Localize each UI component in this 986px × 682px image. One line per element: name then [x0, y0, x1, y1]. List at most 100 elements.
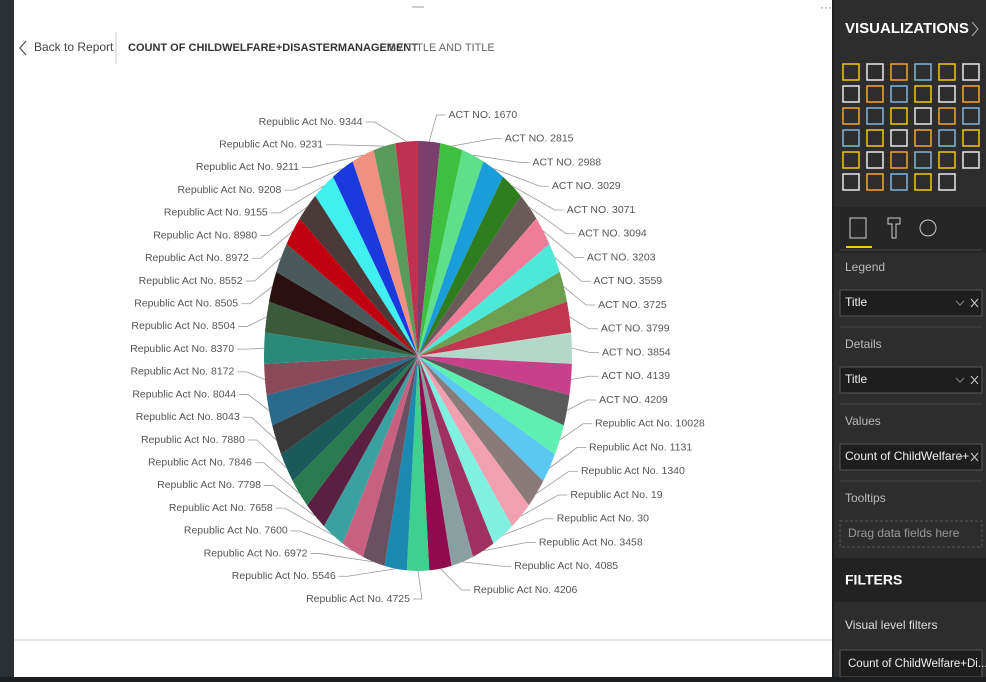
- viz-icon[interactable]: [890, 63, 908, 81]
- viz-icon[interactable]: [914, 85, 932, 103]
- format-tab[interactable]: [887, 217, 901, 239]
- slice: [281, 356, 418, 482]
- viz-icon[interactable]: [866, 173, 884, 191]
- slice: [418, 356, 544, 506]
- slice-label: ACT NO. 2988: [532, 156, 601, 168]
- viz-icon[interactable]: [866, 107, 884, 125]
- viz-icon[interactable]: [914, 107, 932, 125]
- leader-line: [242, 416, 277, 441]
- leader-line: [239, 394, 270, 411]
- viz-icon[interactable]: [890, 173, 908, 191]
- well-label: Details: [845, 337, 882, 351]
- viz-icon[interactable]: [842, 63, 860, 81]
- leader-line: [536, 470, 578, 494]
- slice-label: Republic Act No. 7798: [157, 479, 261, 491]
- slice-label: ACT NO. 3071: [567, 204, 636, 216]
- leader-line: [245, 257, 282, 282]
- slice: [418, 356, 452, 571]
- filters-header: [834, 558, 986, 602]
- viz-icon[interactable]: [938, 151, 956, 169]
- well-remove[interactable]: [970, 298, 979, 308]
- leader-line: [528, 206, 576, 235]
- viz-icon[interactable]: [938, 63, 956, 81]
- slice: [292, 356, 418, 506]
- viz-icon[interactable]: [890, 129, 908, 147]
- viz-icon[interactable]: [866, 63, 884, 81]
- slice-label: ACT NO. 3203: [587, 251, 656, 263]
- leader-line: [462, 561, 512, 567]
- slice: [333, 161, 418, 356]
- slice: [299, 195, 418, 356]
- viz-icon[interactable]: [842, 107, 860, 125]
- viz-icon[interactable]: [938, 173, 956, 191]
- leader-line: [241, 286, 273, 305]
- viz-icon[interactable]: [914, 129, 932, 147]
- back-icon[interactable]: [19, 40, 27, 56]
- viz-icon[interactable]: [962, 129, 980, 147]
- panel-title: VISUALIZATIONS: [845, 20, 969, 37]
- collapse[interactable]: [971, 21, 979, 37]
- viz-icon[interactable]: [890, 107, 908, 125]
- leader-line: [569, 316, 598, 330]
- viz-icon[interactable]: [866, 85, 884, 103]
- slice: [264, 332, 418, 364]
- slice-label: Republic Act No. 8505: [134, 297, 238, 309]
- slice: [418, 356, 529, 527]
- well-remove[interactable]: [970, 452, 979, 462]
- visual-title: COUNT OF CHILDWELFARE+DISASTERMANAGEMENT: [128, 42, 418, 54]
- viz-icon[interactable]: [962, 107, 980, 125]
- slice-label: Republic Act No. 7600: [184, 525, 288, 537]
- slice: [307, 356, 418, 527]
- slice: [264, 356, 418, 396]
- viz-icon[interactable]: [962, 85, 980, 103]
- leader-line: [251, 230, 294, 259]
- viz-icon[interactable]: [842, 151, 860, 169]
- viz-icon[interactable]: [866, 129, 884, 147]
- slice: [418, 356, 494, 557]
- leader-line: [559, 423, 593, 441]
- slice-label: Republic Act No. 8552: [139, 275, 243, 287]
- viz-icon[interactable]: [914, 151, 932, 169]
- well-field-text: Count of ChildWelfare+: [845, 449, 969, 463]
- leader-line: [270, 185, 325, 214]
- viz-icon[interactable]: [890, 151, 908, 169]
- well-remove[interactable]: [970, 375, 979, 385]
- viz-icon[interactable]: [842, 173, 860, 191]
- viz-icon[interactable]: [938, 85, 956, 103]
- slice: [418, 195, 537, 356]
- leader-line: [237, 347, 265, 350]
- back-link[interactable]: Back to Report: [34, 40, 114, 54]
- analytics-tab[interactable]: [919, 219, 937, 237]
- leader-line: [238, 316, 267, 327]
- slice-label: Republic Act No. 8172: [130, 366, 234, 378]
- slice: [418, 243, 560, 356]
- viz-icon[interactable]: [866, 151, 884, 169]
- leader-line: [451, 138, 502, 147]
- viz-icon[interactable]: [890, 85, 908, 103]
- viz-icon[interactable]: [938, 107, 956, 125]
- viz-icon[interactable]: [962, 63, 980, 81]
- well-field-text: Title: [845, 295, 868, 309]
- fields-tab[interactable]: [849, 217, 867, 239]
- leader-line: [284, 168, 343, 191]
- viz-icon[interactable]: [962, 151, 980, 169]
- slice: [406, 356, 430, 571]
- viz-icon[interactable]: [914, 173, 932, 191]
- slice: [418, 356, 572, 396]
- well-caret: [955, 377, 965, 383]
- slice-label: Republic Act No. 19: [570, 489, 662, 501]
- slice: [418, 271, 567, 356]
- slice-label: ACT NO. 3725: [598, 299, 667, 311]
- slice: [384, 356, 418, 571]
- slice-label: Republic Act No. 7658: [169, 502, 273, 514]
- slice-label: ACT NO. 4209: [599, 394, 668, 406]
- viz-icon[interactable]: [842, 85, 860, 103]
- slice-label: ACT NO. 2815: [505, 133, 574, 145]
- more[interactable]: ···: [820, 0, 832, 14]
- slice-label: Republic Act No. 9231: [219, 138, 323, 150]
- viz-icon[interactable]: [938, 129, 956, 147]
- viz-icon[interactable]: [842, 129, 860, 147]
- slice-label: Republic Act No. 3458: [539, 536, 643, 548]
- viz-icon[interactable]: [914, 63, 932, 81]
